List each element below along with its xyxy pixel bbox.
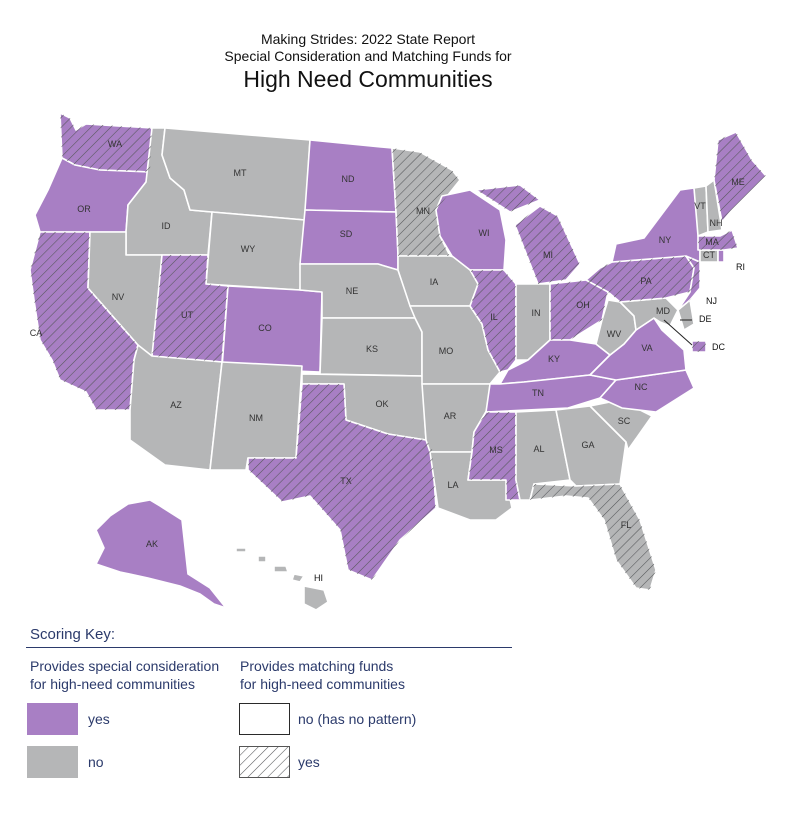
state-label-nm: NM (249, 413, 263, 423)
state-label-sc: SC (618, 416, 631, 426)
state-md (619, 297, 679, 331)
state-de (677, 299, 695, 331)
state-label-ms: MS (489, 445, 503, 455)
label-matching-no: no (has no pattern) (298, 711, 417, 727)
state-label-mn: MN (416, 206, 430, 216)
state-label-vt: VT (694, 201, 706, 211)
state-label-nc: NC (635, 382, 648, 392)
state-ny (611, 187, 701, 263)
state-label-ma: MA (705, 237, 719, 247)
state-label-ia: IA (430, 277, 439, 287)
state-label-ak: AK (146, 539, 158, 549)
swatch-special-no (27, 746, 78, 778)
special-heading-line-1: Provides special consideration (30, 658, 220, 674)
state-label-wi: WI (479, 228, 490, 238)
state-label-ny: NY (659, 235, 672, 245)
state-label-mt: MT (234, 168, 247, 178)
state-label-il: IL (490, 312, 498, 322)
state-label-de: DE (699, 314, 712, 324)
swatch-special-yes (27, 703, 78, 735)
state-label-wv: WV (607, 329, 622, 339)
state-label-co: CO (258, 323, 272, 333)
special-consideration-heading: Provides special consideration for high-… (30, 657, 219, 693)
matching-heading-line-2: for high-need communities (240, 676, 405, 692)
state-label-mi: MI (543, 250, 553, 260)
state-label-ut: UT (181, 310, 193, 320)
state-label-fl: FL (621, 520, 632, 530)
state-label-in: IN (532, 308, 541, 318)
state-label-ri: RI (736, 262, 745, 272)
state-label-ks: KS (366, 344, 378, 354)
state-label-al: AL (533, 444, 544, 454)
state-label-tn: TN (532, 388, 544, 398)
swatch-matching-no (239, 703, 290, 735)
state-co (221, 285, 323, 373)
state-label-wy: WY (241, 244, 256, 254)
state-label-nj: NJ (706, 296, 717, 306)
state-label-va: VA (641, 343, 652, 353)
state-label-md: MD (656, 306, 670, 316)
state-label-oh: OH (576, 300, 590, 310)
state-ak (95, 499, 227, 609)
callout-dc (663, 319, 693, 346)
label-matching-yes: yes (298, 754, 320, 770)
state-label-mo: MO (439, 346, 454, 356)
state-label-nv: NV (112, 292, 125, 302)
matching-heading-line-1: Provides matching funds (240, 658, 394, 674)
state-sd (299, 209, 399, 271)
state-label-id: ID (162, 221, 172, 231)
state-label-az: AZ (170, 400, 182, 410)
matching-funds-heading: Provides matching funds for high-need co… (240, 657, 405, 693)
us-map: WA OR CA ID NV MT WY UT CO AZ NM ND SD NE KS OK TX MN IA MO… (29, 112, 767, 611)
state-wa (59, 112, 153, 173)
state-fl (529, 483, 657, 591)
state-label-me: ME (731, 177, 745, 187)
state-label-ca: CA (30, 328, 43, 338)
state-label-dc: DC (712, 342, 725, 352)
state-label-or: OR (77, 204, 91, 214)
state-label-ky: KY (548, 354, 560, 364)
label-special-no: no (88, 754, 104, 770)
state-label-ct: CT (703, 250, 715, 260)
state-label-pa: PA (640, 276, 651, 286)
special-heading-line-2: for high-need communities (30, 676, 195, 692)
state-wy (205, 211, 306, 291)
state-label-ne: NE (346, 286, 359, 296)
state-label-ok: OK (375, 399, 388, 409)
state-label-wa: WA (108, 139, 122, 149)
state-dc (691, 340, 707, 353)
state-label-ga: GA (581, 440, 594, 450)
state-ri (717, 249, 725, 263)
state-label-nh: NH (710, 218, 723, 228)
state-label-tx: TX (340, 476, 352, 486)
title-line-2: Special Consideration and Matching Funds… (224, 48, 512, 64)
title-main: High Need Communities (243, 66, 493, 92)
state-label-la: LA (447, 480, 458, 490)
key-divider (26, 647, 512, 648)
state-label-sd: SD (340, 229, 353, 239)
label-special-yes: yes (88, 711, 110, 727)
title-line-1: Making Strides: 2022 State Report (260, 31, 475, 47)
state-label-hi: HI (314, 573, 323, 583)
scoring-key-title: Scoring Key: (30, 626, 116, 643)
state-label-nd: ND (342, 174, 355, 184)
state-label-ar: AR (444, 411, 457, 421)
swatch-matching-yes (239, 746, 290, 778)
